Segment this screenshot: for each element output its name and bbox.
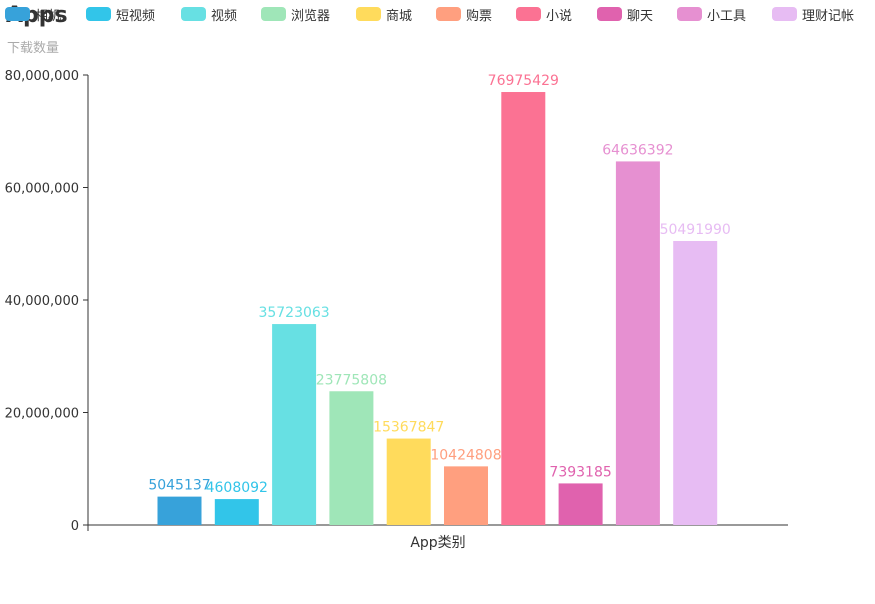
bar-value-label: 76975429 [488, 73, 559, 89]
y-axis-label: 下载数量 [7, 41, 59, 56]
bar-value-label: 50491990 [660, 222, 731, 238]
legend-item[interactable]: 视频 [181, 4, 237, 24]
y-tick-label: 60,000,000 [5, 182, 79, 197]
y-tick-label: 80,000,000 [5, 69, 79, 84]
legend-item[interactable]: 小说 [516, 4, 572, 24]
bar-7 [501, 92, 546, 525]
bar-value-label: 35723063 [258, 305, 329, 321]
bar-value-label: 7393185 [549, 464, 611, 480]
legend-swatch [356, 7, 381, 21]
y-tick-label: 0 [71, 519, 79, 534]
legend: 相机 短视频 视频 浏览器 商城 购票 小说 聊天 小工具 理财记帐 [0, 4, 875, 26]
legend-label: 购票 [466, 8, 493, 24]
bar-6 [444, 466, 488, 525]
bar-value-label: 15367847 [373, 420, 444, 436]
bar-value-label: 5045137 [148, 478, 210, 494]
legend-item[interactable]: 浏览器 [261, 4, 330, 24]
legend-swatch [597, 7, 622, 21]
legend-swatch [516, 7, 541, 21]
bar-10 [673, 240, 718, 526]
legend-label: 短视频 [116, 8, 156, 24]
legend-swatch [86, 7, 111, 21]
bar-1 [157, 496, 202, 525]
legend-item[interactable]: 小工具 [677, 4, 746, 24]
legend-label: 小说 [546, 8, 573, 24]
legend-label: 视频 [211, 8, 238, 24]
bar-2 [214, 499, 259, 525]
y-tick-label: 20,000,000 [5, 407, 79, 422]
legend-item[interactable]: 相机 [5, 4, 61, 24]
legend-label: 理财记帐 [802, 8, 855, 24]
bar-value-label: 64636392 [602, 142, 673, 158]
bar-3 [272, 324, 317, 525]
bar-value-label: 4608092 [206, 480, 268, 496]
legend-label: 浏览器 [291, 8, 331, 24]
legend-label: 相机 [35, 8, 62, 24]
legend-item[interactable]: 商城 [356, 4, 412, 24]
legend-item[interactable]: 短视频 [86, 4, 155, 24]
legend-swatch [436, 7, 461, 21]
x-axis-label: App类别 [410, 535, 465, 551]
legend-item[interactable]: 购票 [436, 4, 492, 24]
bar-8 [558, 483, 603, 525]
legend-item[interactable]: 聊天 [597, 4, 653, 24]
legend-swatch [181, 7, 206, 21]
bar-4 [329, 391, 374, 525]
legend-label: 商城 [386, 8, 413, 24]
bar-value-label: 23775808 [316, 372, 387, 388]
bar-value-label: 10424808 [430, 447, 501, 463]
legend-swatch [772, 7, 797, 21]
bar-9 [615, 161, 660, 525]
bar-5 [386, 438, 431, 525]
legend-swatch [677, 7, 702, 21]
legend-item[interactable]: 理财记帐 [772, 4, 854, 24]
legend-label: 聊天 [627, 8, 654, 24]
y-tick-label: 40,000,000 [5, 294, 79, 309]
legend-label: 小工具 [707, 8, 747, 24]
legend-swatch [261, 7, 286, 21]
legend-swatch [5, 7, 30, 21]
